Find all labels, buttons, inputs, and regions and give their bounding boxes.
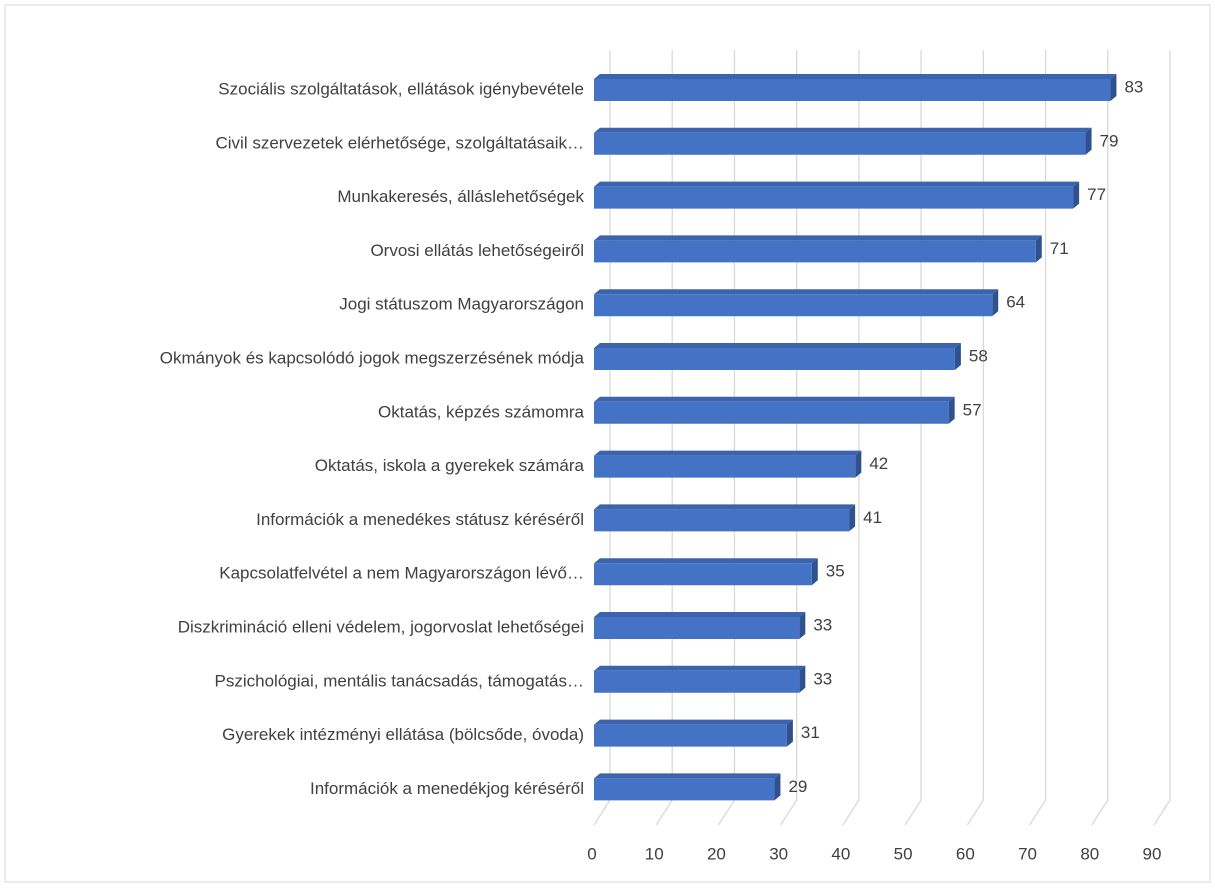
x-tick-label: 50 (894, 844, 913, 863)
bar-front (594, 79, 1111, 101)
bar-side (1085, 127, 1092, 155)
bar-side (1073, 181, 1080, 209)
bar-top (594, 665, 806, 671)
bar-top (594, 181, 1080, 187)
bar (594, 504, 856, 532)
bar-front (594, 401, 949, 424)
bar-top (594, 74, 1117, 79)
bar-top (594, 343, 961, 348)
bar (594, 343, 961, 370)
value-label: 33 (813, 615, 832, 634)
bar-front (594, 778, 775, 801)
y-tick-label: Kapcsolatfelvétel a nem Magyarországon l… (219, 564, 584, 583)
bar-side (774, 773, 781, 801)
bar-top (594, 773, 781, 779)
bar (594, 773, 781, 801)
bar-side (992, 289, 999, 317)
bar-top (594, 289, 999, 295)
bar-top (594, 558, 818, 564)
bar-front (594, 509, 850, 532)
value-label: 35 (826, 562, 845, 581)
bar (594, 558, 818, 586)
bar-top (594, 504, 856, 510)
bar (594, 719, 793, 747)
y-tick-label: Orvosi ellátás lehetőségeiről (370, 241, 584, 260)
bar-front (594, 186, 1074, 209)
value-label: 31 (801, 723, 820, 742)
bar-front (594, 724, 787, 747)
y-tick-label: Információk a menedékjog kéréséről (310, 779, 584, 798)
x-tick-label: 60 (956, 844, 975, 863)
value-label: 41 (863, 508, 882, 527)
bar-side (786, 719, 793, 747)
bar (594, 396, 955, 424)
value-label: 42 (869, 454, 888, 473)
x-tick-label: 90 (1143, 844, 1162, 863)
bar (594, 127, 1092, 155)
y-tick-label: Diszkrimináció elleni védelem, jogorvosl… (178, 617, 584, 636)
x-tick-label: 10 (645, 844, 664, 863)
value-label: 77 (1087, 185, 1106, 204)
y-tick-label: Civil szervezetek elérhetősége, szolgált… (215, 133, 584, 152)
bar-front (594, 240, 1036, 263)
y-tick-label: Munkakeresés, álláslehetőségek (337, 187, 584, 206)
value-label: 58 (969, 346, 988, 365)
grid-line (1091, 50, 1109, 826)
value-label: 83 (1124, 77, 1143, 96)
value-label: 71 (1050, 239, 1069, 258)
bar-front (594, 563, 812, 586)
bar-side (799, 612, 806, 639)
bar-front (594, 294, 993, 317)
value-label: 57 (963, 400, 982, 419)
x-tick-label: 40 (831, 844, 850, 863)
bar-side (811, 558, 818, 586)
grid-line (1029, 50, 1047, 826)
bar-side (799, 665, 806, 693)
value-label: 79 (1100, 131, 1119, 150)
value-label: 29 (788, 777, 807, 796)
bar-side (948, 396, 955, 424)
bar-top (594, 235, 1042, 241)
bar-front (594, 670, 800, 693)
bar (594, 612, 806, 639)
bar-side (1035, 235, 1042, 263)
y-tick-label: Gyerekek intézményi ellátása (bölcsőde, … (222, 725, 584, 744)
bar (594, 181, 1080, 209)
bar-side (954, 343, 961, 370)
y-tick-label: Szociális szolgáltatások, ellátások igén… (218, 79, 584, 98)
bar (594, 450, 862, 478)
x-tick-label: 70 (1018, 844, 1037, 863)
bar (594, 665, 806, 693)
y-tick-label: Oktatás, iskola a gyerekek számára (315, 456, 585, 475)
bar-top (594, 127, 1092, 133)
bar-top (594, 719, 793, 725)
y-tick-label: Információk a menedékes státusz kérésérő… (256, 510, 584, 529)
bar-side (849, 504, 856, 532)
x-tick-label: 20 (707, 844, 726, 863)
y-tick-label: Pszichológiai, mentális tanácsadás, támo… (215, 671, 584, 690)
y-tick-label: Oktatás, képzés számomra (378, 402, 585, 421)
bar-side (1110, 74, 1117, 101)
bar-front (594, 132, 1086, 155)
bar-front (594, 455, 856, 478)
y-tick-label: Jogi státuszom Magyarországon (339, 295, 584, 314)
y-tick-label: Okmányok és kapcsolódó jogok megszerzésé… (160, 348, 585, 367)
value-label: 64 (1006, 293, 1025, 312)
x-tick-label: 30 (769, 844, 788, 863)
value-label: 33 (813, 669, 832, 688)
grid-line (1153, 50, 1171, 826)
bar (594, 74, 1117, 101)
bar (594, 235, 1042, 263)
bar (594, 289, 999, 317)
x-tick-label: 80 (1080, 844, 1099, 863)
bar-top (594, 612, 806, 617)
bar-front (594, 617, 800, 639)
bar-front (594, 348, 955, 370)
bar-side (855, 450, 862, 478)
bar-top (594, 450, 862, 456)
bar-top (594, 396, 955, 402)
x-tick-label: 0 (587, 844, 596, 863)
